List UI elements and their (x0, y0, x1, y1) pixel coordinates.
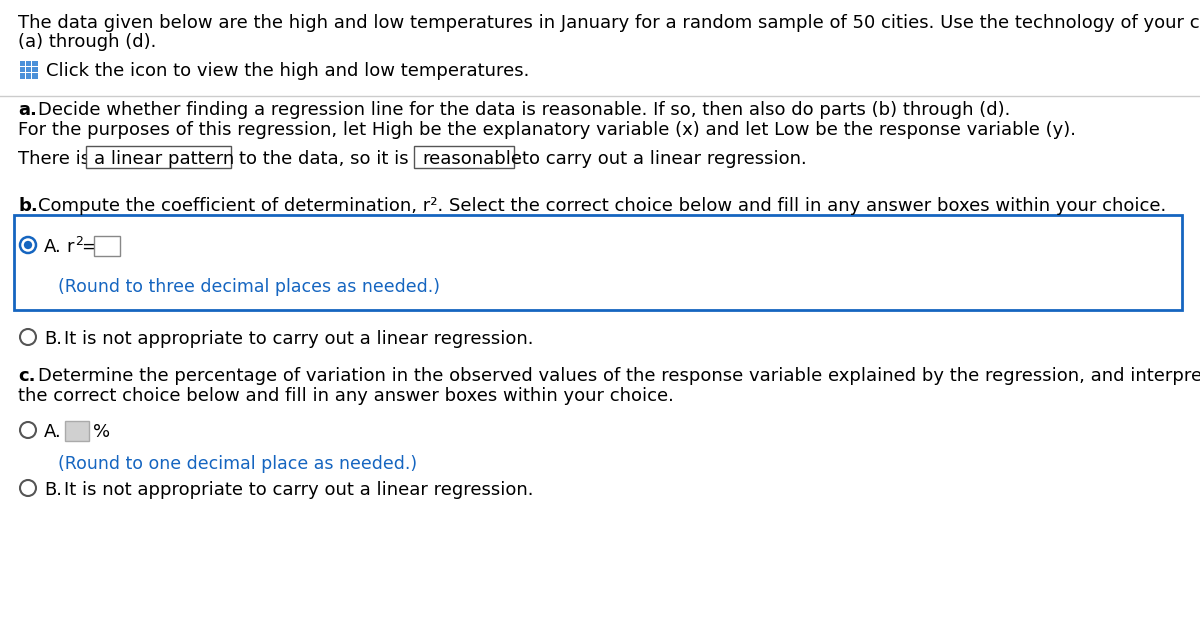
Text: to the data, so it is: to the data, so it is (239, 150, 409, 168)
Text: (a) through (d).: (a) through (d). (18, 33, 156, 51)
FancyBboxPatch shape (32, 73, 37, 78)
Text: the correct choice below and fill in any answer boxes within your choice.: the correct choice below and fill in any… (18, 387, 674, 405)
Circle shape (20, 480, 36, 496)
Text: It is not appropriate to carry out a linear regression.: It is not appropriate to carry out a lin… (64, 330, 534, 348)
Circle shape (20, 329, 36, 345)
FancyBboxPatch shape (32, 67, 37, 72)
FancyBboxPatch shape (14, 215, 1182, 310)
Text: Click the icon to view the high and low temperatures.: Click the icon to view the high and low … (46, 62, 529, 80)
Text: The data given below are the high and low temperatures in January for a random s: The data given below are the high and lo… (18, 14, 1200, 32)
Text: (Round to three decimal places as needed.): (Round to three decimal places as needed… (58, 278, 440, 296)
FancyBboxPatch shape (26, 61, 31, 66)
Text: B.: B. (44, 330, 62, 348)
Circle shape (20, 422, 36, 438)
Text: =: = (82, 238, 96, 256)
Text: A.: A. (44, 238, 61, 256)
Text: a.: a. (18, 101, 37, 119)
FancyBboxPatch shape (19, 61, 25, 66)
Text: (Round to one decimal place as needed.): (Round to one decimal place as needed.) (58, 455, 418, 473)
FancyBboxPatch shape (65, 421, 89, 441)
Text: There is: There is (18, 150, 90, 168)
Text: B.: B. (44, 481, 62, 499)
FancyBboxPatch shape (26, 73, 31, 78)
Text: to carry out a linear regression.: to carry out a linear regression. (522, 150, 806, 168)
FancyBboxPatch shape (32, 61, 37, 66)
Text: c.: c. (18, 367, 36, 385)
Text: reasonable: reasonable (422, 150, 522, 168)
Circle shape (24, 241, 32, 249)
FancyBboxPatch shape (86, 146, 230, 168)
Text: r: r (66, 238, 73, 256)
Text: A.: A. (44, 423, 61, 441)
Text: For the purposes of this regression, let High be the explanatory variable (x) an: For the purposes of this regression, let… (18, 121, 1076, 139)
FancyBboxPatch shape (19, 73, 25, 78)
Text: a linear pattern: a linear pattern (94, 150, 234, 168)
FancyBboxPatch shape (94, 236, 120, 256)
FancyBboxPatch shape (26, 67, 31, 72)
Text: 2: 2 (74, 235, 83, 248)
Text: Determine the percentage of variation in the observed values of the response var: Determine the percentage of variation in… (38, 367, 1200, 385)
Text: b.: b. (18, 197, 37, 215)
Text: Decide whether finding a regression line for the data is reasonable. If so, then: Decide whether finding a regression line… (38, 101, 1010, 119)
FancyBboxPatch shape (414, 146, 514, 168)
FancyBboxPatch shape (19, 67, 25, 72)
Text: Compute the coefficient of determination, r². Select the correct choice below an: Compute the coefficient of determination… (38, 197, 1166, 215)
Text: %: % (94, 423, 110, 441)
Circle shape (20, 237, 36, 253)
Text: It is not appropriate to carry out a linear regression.: It is not appropriate to carry out a lin… (64, 481, 534, 499)
